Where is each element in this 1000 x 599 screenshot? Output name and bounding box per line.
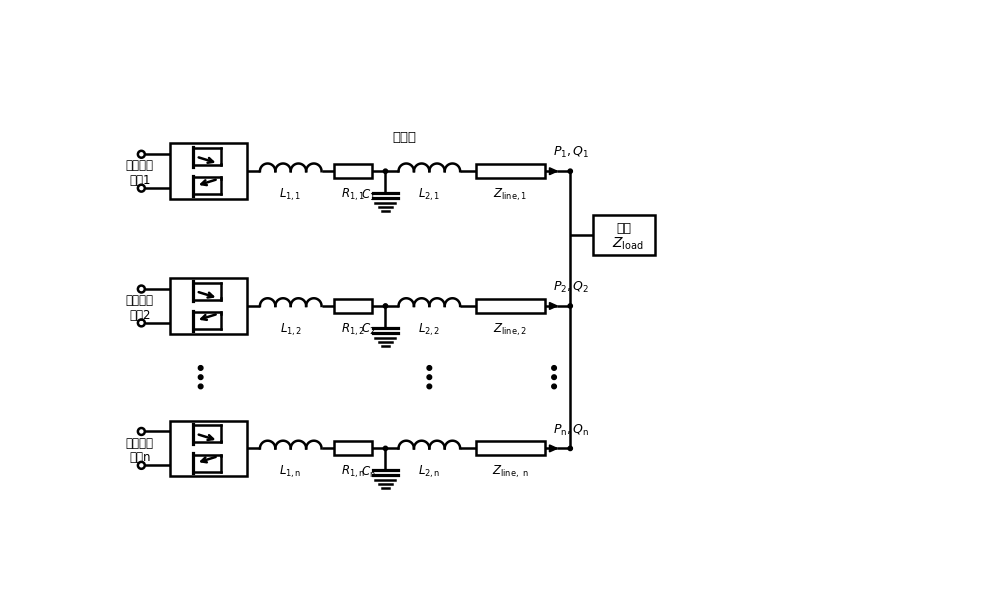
- Bar: [334, 299, 372, 313]
- Circle shape: [552, 384, 556, 389]
- Bar: [476, 164, 545, 178]
- Polygon shape: [549, 302, 557, 310]
- Circle shape: [198, 375, 203, 380]
- Circle shape: [198, 384, 203, 389]
- Text: $L_{1,2}$: $L_{1,2}$: [280, 321, 302, 338]
- Text: 分布式电: 分布式电: [126, 294, 154, 307]
- Circle shape: [568, 446, 572, 450]
- Circle shape: [568, 304, 572, 308]
- Text: 分布式电: 分布式电: [126, 159, 154, 173]
- Circle shape: [427, 375, 432, 380]
- Text: $Z_{{\rm load}}$: $Z_{{\rm load}}$: [612, 236, 644, 252]
- Bar: [593, 214, 655, 255]
- Text: $C_2$: $C_2$: [361, 322, 376, 337]
- Text: $L_{1,{\rm n}}$: $L_{1,{\rm n}}$: [279, 464, 302, 480]
- Bar: [334, 164, 372, 178]
- Text: $C_{\rm n}$: $C_{\rm n}$: [361, 465, 376, 480]
- Text: 负荷: 负荷: [617, 222, 632, 235]
- Circle shape: [383, 169, 388, 173]
- Circle shape: [568, 169, 572, 173]
- Text: $C_1$: $C_1$: [361, 187, 376, 202]
- Text: 分布式电: 分布式电: [126, 437, 154, 449]
- Text: $P_1,Q_1$: $P_1,Q_1$: [553, 146, 589, 161]
- Text: 滤波器: 滤波器: [393, 131, 417, 144]
- Bar: [476, 299, 545, 313]
- Bar: [170, 279, 247, 334]
- Text: $L_{2,2}$: $L_{2,2}$: [418, 321, 441, 338]
- Polygon shape: [549, 445, 557, 452]
- Text: $R_{1,2}$: $R_{1,2}$: [341, 321, 365, 338]
- Circle shape: [383, 446, 388, 450]
- Bar: [170, 420, 247, 476]
- Text: $P_2,Q_2$: $P_2,Q_2$: [553, 280, 589, 295]
- Text: $P_{\rm n},Q_{\rm n}$: $P_{\rm n},Q_{\rm n}$: [553, 422, 589, 438]
- Text: $L_{2,1}$: $L_{2,1}$: [418, 187, 441, 203]
- Text: $Z_{\rm line,2}$: $Z_{\rm line,2}$: [493, 321, 527, 338]
- Text: $L_{1,1}$: $L_{1,1}$: [279, 187, 302, 203]
- Circle shape: [552, 365, 556, 370]
- Bar: [476, 441, 545, 455]
- Bar: [170, 144, 247, 199]
- Text: 源点2: 源点2: [129, 308, 151, 322]
- Text: $Z_{{\rm line,\ n}}$: $Z_{{\rm line,\ n}}$: [492, 464, 528, 480]
- Text: $Z_{\rm line,1}$: $Z_{\rm line,1}$: [493, 187, 527, 203]
- Text: 源点1: 源点1: [129, 174, 151, 187]
- Circle shape: [427, 384, 432, 389]
- Circle shape: [383, 304, 388, 308]
- Text: $L_{2,{\rm n}}$: $L_{2,{\rm n}}$: [418, 464, 441, 480]
- Circle shape: [552, 375, 556, 380]
- Circle shape: [198, 365, 203, 370]
- Text: $R_{1,1}$: $R_{1,1}$: [341, 187, 365, 203]
- Bar: [334, 441, 372, 455]
- Circle shape: [427, 365, 432, 370]
- Text: 源点n: 源点n: [129, 451, 151, 464]
- Polygon shape: [549, 168, 557, 175]
- Text: $R_{1,{\rm n}}$: $R_{1,{\rm n}}$: [341, 464, 365, 480]
